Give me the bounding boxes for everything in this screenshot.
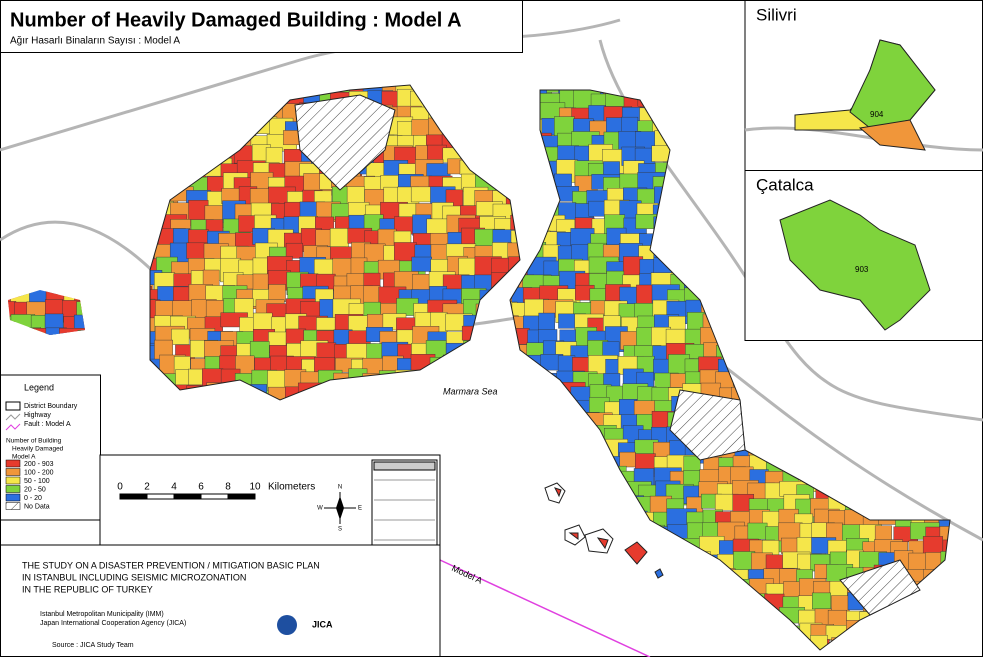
legend-swatch xyxy=(5,468,21,476)
scale-tick-label: 6 xyxy=(198,482,204,493)
study-line: IN THE REPUBLIC OF TURKEY xyxy=(22,584,153,594)
organization: Japan International Cooperation Agency (… xyxy=(40,620,186,627)
scale-unit: Kilometers xyxy=(268,482,315,493)
scale-tick-label: 2 xyxy=(144,482,150,493)
district-label: 903 xyxy=(855,265,869,274)
district-label: 904 xyxy=(870,110,884,119)
legend-class-title: Heavily Damaged xyxy=(12,446,64,453)
district xyxy=(426,218,448,235)
sea-label: Marmara Sea xyxy=(443,386,498,396)
scale-tick-label: 10 xyxy=(249,482,261,493)
legend-swatch xyxy=(5,476,21,485)
legend-swatch xyxy=(5,459,21,468)
inset-title: Silivri xyxy=(756,5,797,24)
legend-label: Fault : Model A xyxy=(24,421,71,428)
legend-label: No Data xyxy=(24,503,50,510)
compass-n: N xyxy=(338,485,342,491)
legend-swatch xyxy=(5,502,21,510)
scale-segment xyxy=(227,493,256,500)
compass-w: W xyxy=(317,506,323,512)
district xyxy=(329,228,349,250)
legend-label: 20 - 50 xyxy=(24,486,46,493)
district xyxy=(268,284,286,303)
legend-label: District Boundary xyxy=(24,403,78,410)
scale-segment xyxy=(173,493,202,500)
legend-label: 50 - 100 xyxy=(24,478,50,485)
district xyxy=(171,328,190,345)
scale-tick-label: 8 xyxy=(225,482,231,493)
legend-label: 100 - 200 xyxy=(24,469,54,476)
scale-tick-label: 0 xyxy=(117,482,123,493)
district xyxy=(619,451,636,468)
district xyxy=(747,522,768,540)
study-line: IN ISTANBUL INCLUDING SEISMIC MICROZONAT… xyxy=(22,572,246,582)
district xyxy=(219,355,238,371)
scale-tick-label: 4 xyxy=(171,482,177,493)
title: Number of Heavily Damaged Building : Mod… xyxy=(10,9,462,31)
district xyxy=(253,312,273,331)
scale-segment xyxy=(146,493,175,500)
district xyxy=(411,256,432,272)
scale-segment xyxy=(200,493,229,500)
district xyxy=(285,242,303,259)
legend-class-title: Number of Building xyxy=(6,438,62,445)
study-line: THE STUDY ON A DISASTER PREVENTION / MIT… xyxy=(22,560,320,570)
legend-label: Highway xyxy=(24,412,51,419)
legend-label: 0 - 20 xyxy=(24,495,42,502)
compass-e: E xyxy=(358,506,362,512)
district xyxy=(812,592,831,610)
organization: Istanbul Metropolitan Municipality (IMM) xyxy=(40,611,164,618)
legend-class-title: Model A xyxy=(12,454,36,461)
inset-title: Çatalca xyxy=(756,175,814,194)
legend-swatch xyxy=(5,493,21,502)
jica-logo: JICA xyxy=(312,619,333,629)
subtitle: Ağır Hasarlı Binaların Sayısı : Model A xyxy=(10,36,180,47)
district xyxy=(172,228,191,244)
source: Source : JICA Study Team xyxy=(52,642,134,649)
legend-swatch xyxy=(5,485,21,493)
legend-swatch xyxy=(5,401,21,411)
imm-logo xyxy=(277,615,297,635)
scale-segment xyxy=(119,493,148,500)
legend-title: Legend xyxy=(24,382,54,392)
compass-s: S xyxy=(338,527,342,533)
legend-label: 200 - 903 xyxy=(24,461,54,468)
district xyxy=(588,105,606,121)
